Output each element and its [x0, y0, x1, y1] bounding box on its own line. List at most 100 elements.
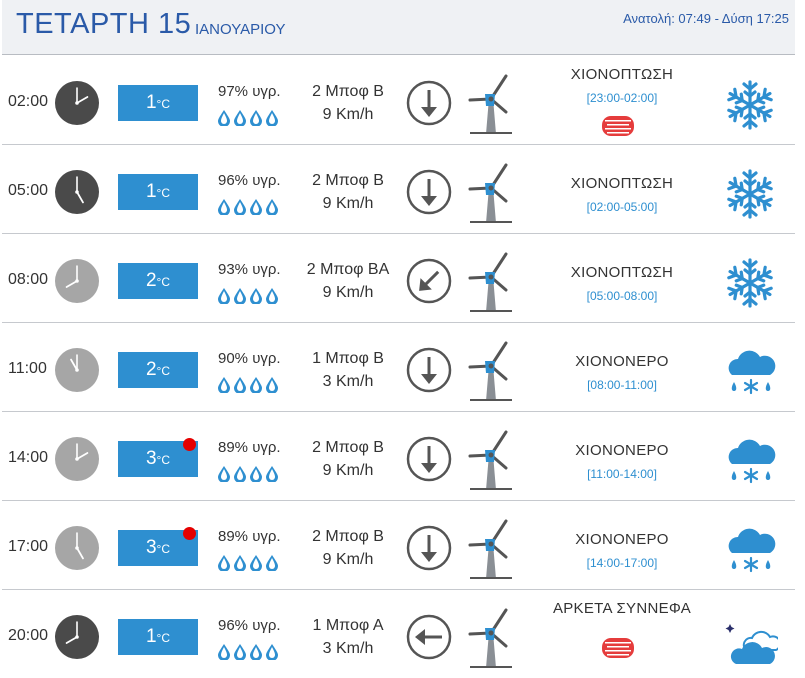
temperature-value: 1	[145, 626, 157, 647]
month-label: ΙΑΝΟΥΑΡΙΟΥ	[195, 21, 286, 38]
wind-direction-arrow-icon	[406, 258, 452, 304]
temperature-value: 1	[145, 92, 157, 113]
clock-icon	[54, 258, 100, 304]
clock-icon	[54, 169, 100, 215]
day-title: ΤΕΤΑΡΤΗ 15	[16, 8, 192, 40]
condition-label: ΧΙΟΝΟΠΤΩΣΗ	[570, 66, 674, 83]
wind-beaufort: 2 Μποφ Β	[312, 528, 384, 545]
forecast-period: [11:00-14:00]	[587, 467, 657, 481]
forecast-row: 20:00 1°C 96% υγρ. 1 Μποφ Α 3 Km/h ΑΡΚΕΤΑ …	[2, 590, 795, 678]
wind-speed: 3 Km/h	[322, 373, 374, 390]
temperature-box: 2°C	[118, 263, 198, 299]
humidity-label: 89% υγρ.	[218, 528, 281, 545]
forecast-row: 02:00 1°C 97% υγρ. 2 Μποφ Β 9 Km/h ΧΙΟΝΟΠΤ…	[2, 56, 795, 145]
wind-speed: 3 Km/h	[322, 640, 374, 657]
forecast-row: 05:00 1°C 96% υγρ. 2 Μποφ Β 9 Km/h ΧΙΟΝΟΠΤ…	[2, 145, 795, 234]
humidity-drops-icon	[216, 197, 282, 216]
wind-direction-arrow-icon	[406, 436, 452, 482]
snowflake-icon	[722, 256, 778, 310]
forecast-period: [23:00-02:00]	[586, 91, 658, 105]
sleet-icon	[722, 523, 778, 577]
humidity-drops-icon	[216, 464, 282, 483]
humidity-drops-icon	[216, 553, 282, 572]
humidity-drops-icon	[216, 286, 282, 305]
wind-direction-arrow-icon	[406, 525, 452, 571]
humidity-drops-icon	[216, 375, 282, 394]
windmill-icon	[468, 250, 512, 312]
haze-icon	[602, 638, 634, 658]
sleet-icon	[722, 434, 778, 488]
temperature-box: 3°C	[118, 438, 198, 477]
clock-icon	[54, 80, 100, 126]
forecast-row: 11:00 2°C 90% υγρ. 1 Μποφ Β 3 Km/h ΧΙΟΝΟΝΕ…	[2, 323, 795, 412]
temperature-value: 2	[145, 270, 157, 291]
haze-icon	[602, 116, 634, 136]
snowflake-icon	[722, 78, 778, 132]
forecast-period: [02:00-05:00]	[586, 200, 658, 214]
temperature-unit: °C	[156, 631, 171, 645]
temperature-value: 2	[145, 359, 157, 380]
forecast-row: 14:00 3°C 89% υγρ. 2 Μποφ Β 9 Km/h ΧΙΟΝΟΝΕ…	[2, 412, 795, 501]
condition-label: ΧΙΟΝΟΠΤΩΣΗ	[570, 264, 674, 281]
wind-speed: 9 Km/h	[322, 284, 374, 301]
clock-icon	[54, 614, 100, 660]
snowflake-icon	[722, 167, 778, 221]
wind-direction-arrow-icon	[406, 347, 452, 393]
humidity-label: 90% υγρ.	[218, 350, 281, 367]
temperature-value: 1	[145, 181, 157, 202]
wind-beaufort: 1 Μποφ Β	[312, 350, 384, 367]
temperature-value: 3	[145, 448, 157, 469]
alert-dot	[183, 527, 196, 540]
clock-icon	[54, 436, 100, 482]
temperature-value: 3	[145, 537, 157, 558]
condition-label: ΑΡΚΕΤΑ ΣΥΝΝΕΦΑ	[552, 600, 692, 617]
time-label: 11:00	[8, 360, 47, 377]
humidity-drops-icon	[216, 108, 282, 127]
wind-direction-arrow-icon	[406, 80, 452, 126]
temperature-unit: °C	[156, 542, 171, 556]
temperature-unit: °C	[156, 364, 171, 378]
temperature-box: 1°C	[118, 619, 198, 655]
wind-speed: 9 Km/h	[322, 551, 374, 568]
windmill-icon	[468, 161, 512, 223]
sunrise-sunset: Ανατολή: 07:49 - Δύση 17:25	[623, 11, 789, 26]
wind-beaufort: 1 Μποφ Α	[312, 617, 384, 634]
condition-label: ΧΙΟΝΟΝΕΡΟ	[575, 353, 669, 370]
clock-icon	[54, 525, 100, 571]
humidity-label: 96% υγρ.	[218, 617, 281, 634]
humidity-label: 97% υγρ.	[218, 83, 281, 100]
temperature-box: 3°C	[118, 527, 198, 566]
wind-direction-arrow-icon	[406, 614, 452, 660]
sleet-icon	[722, 345, 778, 399]
day-header: ΤΕΤΑΡΤΗ 15 ΙΑΝΟΥΑΡΙΟΥ Ανατολή: 07:49 - Δ…	[2, 0, 795, 55]
condition-label: ΧΙΟΝΟΠΤΩΣΗ	[570, 175, 674, 192]
windmill-icon	[468, 72, 512, 134]
condition-label: ΧΙΟΝΟΝΕΡΟ	[575, 442, 669, 459]
humidity-drops-icon	[216, 642, 282, 661]
wind-speed: 9 Km/h	[322, 106, 374, 123]
wind-beaufort: 2 Μποφ Β	[312, 83, 384, 100]
wind-beaufort: 2 Μποφ ΒΑ	[306, 261, 390, 278]
windmill-icon	[468, 517, 512, 579]
temperature-box: 1°C	[118, 85, 198, 121]
windmill-icon	[468, 606, 512, 668]
moon-clouds-icon	[722, 612, 782, 666]
wind-speed: 9 Km/h	[322, 462, 374, 479]
wind-beaufort: 2 Μποφ Β	[312, 172, 384, 189]
time-label: 17:00	[8, 538, 49, 555]
forecast-period: [14:00-17:00]	[586, 556, 658, 570]
temperature-unit: °C	[156, 453, 171, 467]
temperature-unit: °C	[156, 97, 171, 111]
temperature-unit: °C	[156, 275, 171, 289]
temperature-box: 2°C	[118, 352, 198, 388]
time-label: 14:00	[8, 449, 49, 466]
time-label: 08:00	[8, 271, 49, 288]
forecast-row: 17:00 3°C 89% υγρ. 2 Μποφ Β 9 Km/h ΧΙΟΝΟΝΕ…	[2, 501, 795, 590]
wind-speed: 9 Km/h	[322, 195, 374, 212]
alert-dot	[183, 438, 196, 451]
forecast-period: [05:00-08:00]	[586, 289, 658, 303]
time-label: 02:00	[8, 93, 49, 110]
windmill-icon	[468, 339, 512, 401]
time-label: 20:00	[8, 627, 49, 644]
